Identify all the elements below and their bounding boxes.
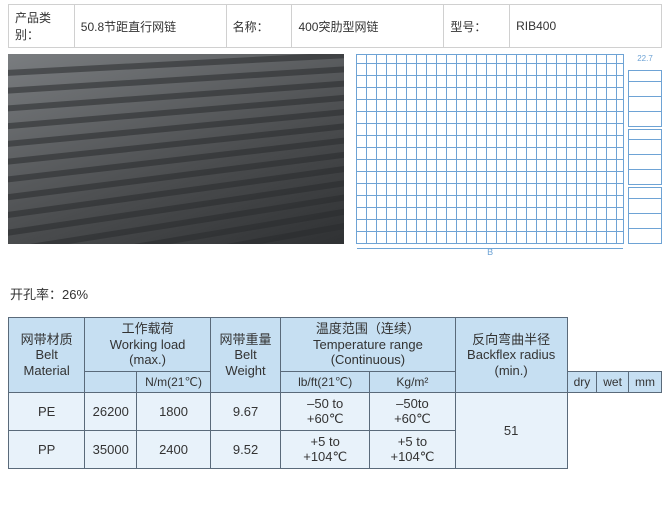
- unit-wet: wet: [597, 371, 629, 392]
- unit-lbft: lb/ft(21℃): [281, 371, 370, 392]
- table-row: PE 26200 1800 9.67 –50 to +60℃ –50to +60…: [9, 393, 662, 431]
- unit-empty: [85, 371, 137, 392]
- dim-box-2: [628, 129, 662, 186]
- model-value: RIB400: [510, 5, 662, 48]
- col-temp-range: 温度范围（连续） Temperature range (Continuous): [281, 318, 455, 372]
- drawing-top-view: [356, 54, 624, 244]
- product-header-table: 产品类别： 50.8节距直行网链 名称： 400突肋型网链 型号： RIB400: [8, 4, 662, 48]
- dim-box-3: [628, 187, 662, 244]
- porosity-value: 26%: [62, 287, 88, 302]
- col-belt-weight: 网带重量 Belt Weight: [210, 318, 280, 393]
- col-backflex: 反向弯曲半径 Backflex radius (min.): [455, 318, 567, 393]
- name-value: 400突肋型网链: [292, 5, 444, 48]
- category-value: 50.8节距直行网链: [74, 5, 226, 48]
- porosity-line: 开孔率：26%: [10, 284, 662, 303]
- unit-kgm2: Kg/m²: [370, 371, 455, 392]
- unit-mm: mm: [628, 371, 661, 392]
- drawing-side-view: 22.7: [628, 54, 662, 244]
- model-label: 型号：: [444, 5, 510, 48]
- dim-top: 22.7: [628, 54, 662, 68]
- unit-dry: dry: [567, 371, 597, 392]
- name-label: 名称：: [226, 5, 292, 48]
- backflex-value: 51: [455, 393, 567, 469]
- col-working-load: 工作载荷 Working load (max.): [85, 318, 211, 372]
- dim-box-1: [628, 70, 662, 127]
- spec-table: 网带材质 Belt Material 工作载荷 Working load (ma…: [8, 317, 662, 469]
- col-belt-material: 网带材质 Belt Material: [9, 318, 85, 393]
- unit-nm: N/m(21℃): [137, 371, 211, 392]
- product-photo: [8, 54, 344, 244]
- technical-drawing: 22.7: [356, 54, 662, 244]
- category-label: 产品类别：: [9, 5, 75, 48]
- product-figures: 22.7: [8, 54, 662, 244]
- porosity-label: 开孔率：: [10, 287, 62, 302]
